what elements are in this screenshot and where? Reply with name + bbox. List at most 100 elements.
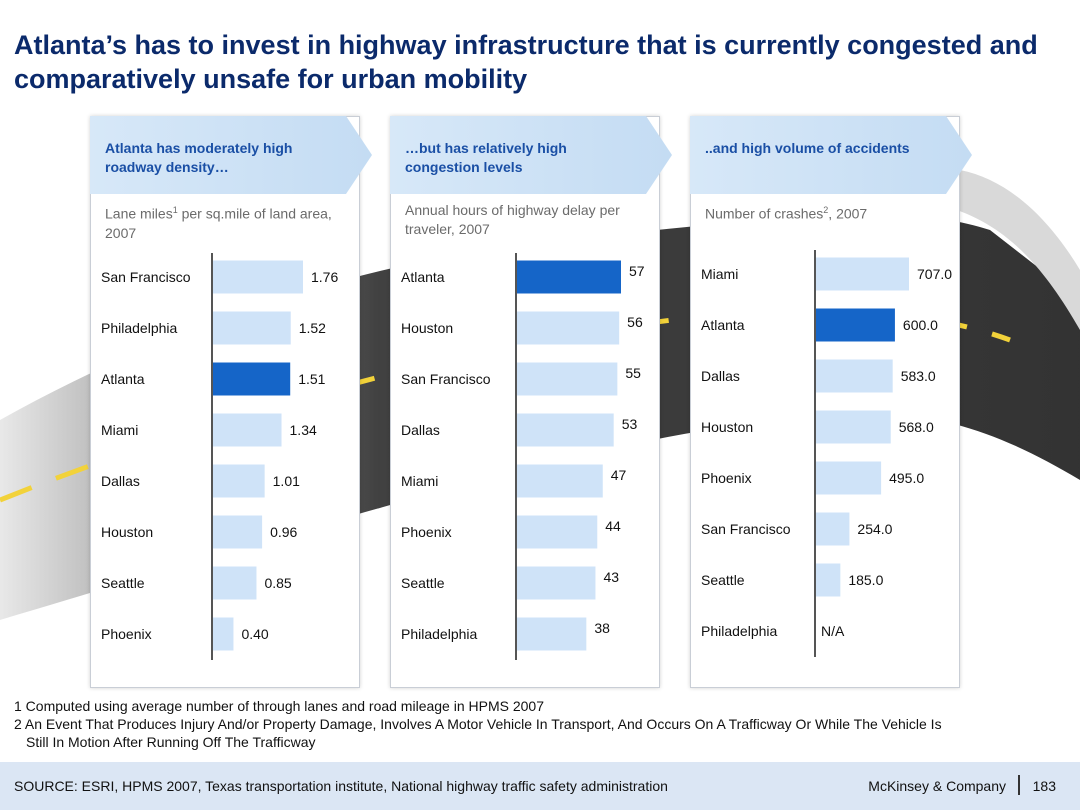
- panel-roadway-density: Atlanta has moderately high roadway dens…: [90, 116, 372, 688]
- category-label: Houston: [401, 320, 453, 336]
- category-label: San Francisco: [701, 521, 791, 537]
- value-label: 56: [627, 314, 643, 330]
- value-label: 707.0: [917, 266, 952, 282]
- subtitle-text: Number of crashes: [705, 205, 824, 222]
- subtitle-text: Lane miles: [105, 205, 173, 222]
- panel-subtitle: Number of crashes2, 2007: [705, 201, 945, 224]
- value-label: 38: [594, 620, 610, 636]
- footnote-2-continued: Still In Motion After Running Off The Tr…: [26, 734, 316, 750]
- category-label: Phoenix: [101, 626, 152, 642]
- category-label: Phoenix: [401, 524, 452, 540]
- value-label: 185.0: [848, 572, 883, 588]
- category-label: Seattle: [701, 572, 745, 588]
- category-label: Seattle: [101, 575, 145, 591]
- bar-chart-highway-delay: Atlanta 57 Houston 56 San Francisco 55 Dallas 5…: [401, 253, 645, 660]
- value-label: N/A: [821, 623, 845, 639]
- bar: [213, 566, 257, 600]
- value-label: 43: [603, 569, 619, 585]
- panel-header: [390, 116, 672, 194]
- bar: [213, 362, 291, 396]
- category-label: San Francisco: [101, 269, 191, 285]
- bar: [213, 515, 263, 549]
- bar: [213, 617, 234, 651]
- bar: [816, 410, 891, 444]
- subtitle-text-rest: , 2007: [828, 205, 868, 222]
- source-text: SOURCE: ESRI, HPMS 2007, Texas transport…: [14, 778, 668, 794]
- category-label: Philadelphia: [101, 320, 177, 336]
- value-label: 47: [611, 467, 627, 483]
- value-label: 254.0: [857, 521, 892, 537]
- value-label: 1.52: [299, 320, 326, 336]
- bar: [816, 308, 895, 342]
- value-label: 57: [629, 263, 645, 279]
- bar: [213, 311, 291, 345]
- panel-header-text: Atlanta has moderately high roadway dens…: [105, 140, 293, 175]
- value-label: 55: [625, 365, 641, 381]
- category-label: Dallas: [101, 473, 140, 489]
- category-label: Miami: [101, 422, 138, 438]
- category-label: Houston: [701, 419, 753, 435]
- value-label: 44: [605, 518, 621, 534]
- category-label: Atlanta: [401, 269, 445, 285]
- panel-subtitle: Lane miles1 per sq.mile of land area, 20…: [105, 201, 345, 243]
- subtitle-footnote-ref: 1: [172, 205, 178, 215]
- footnote-1: 1 Computed using average number of throu…: [14, 698, 544, 714]
- source-bar: SOURCE: ESRI, HPMS 2007, Texas transport…: [0, 762, 1080, 810]
- value-label: 1.34: [290, 422, 317, 438]
- value-label: 600.0: [903, 317, 938, 333]
- page-number: 183: [1032, 778, 1056, 794]
- category-label: Houston: [101, 524, 153, 540]
- value-label: 53: [622, 416, 638, 432]
- category-label: San Francisco: [401, 371, 491, 387]
- bar: [213, 464, 265, 498]
- bar: [517, 362, 618, 396]
- panel-header: [690, 116, 972, 194]
- bar: [517, 464, 603, 498]
- bar: [517, 413, 614, 447]
- bar: [517, 515, 598, 549]
- bar: [517, 617, 587, 651]
- value-label: 0.96: [270, 524, 297, 540]
- bar: [517, 260, 621, 294]
- bar: [517, 566, 596, 600]
- value-label: 583.0: [901, 368, 936, 384]
- bar: [213, 260, 303, 294]
- category-label: Dallas: [401, 422, 440, 438]
- value-label: 0.40: [241, 626, 268, 642]
- subtitle-text: Annual hours of highway delay per travel…: [405, 202, 620, 237]
- category-label: Miami: [701, 266, 738, 282]
- panel-accidents: ..and high volume of accidents Number of…: [690, 116, 972, 688]
- bar-chart-lane-miles: San Francisco 1.76 Philadelphia 1.52 Atlanta…: [101, 253, 338, 660]
- bar: [816, 257, 909, 291]
- bar: [816, 461, 882, 495]
- panel-header: [90, 116, 372, 194]
- category-label: Phoenix: [701, 470, 752, 486]
- subtitle-text-rest: per sq.mile of land area, 2007: [105, 205, 332, 241]
- separator: [1018, 775, 1020, 795]
- value-label: 568.0: [899, 419, 934, 435]
- footnotes: 1 Computed using average number of throu…: [14, 697, 1064, 751]
- company-name: McKinsey & Company: [868, 778, 1006, 794]
- category-label: Philadelphia: [701, 623, 777, 639]
- value-label: 1.01: [273, 473, 300, 489]
- panel-subtitle: Annual hours of highway delay per travel…: [405, 201, 645, 239]
- category-label: Miami: [401, 473, 438, 489]
- bar: [213, 413, 282, 447]
- bar: [517, 311, 620, 345]
- bar: [816, 359, 893, 393]
- value-label: 0.85: [264, 575, 291, 591]
- value-label: 1.51: [298, 371, 325, 387]
- panel-header-text: ..and high volume of accidents: [705, 140, 910, 156]
- bar-chart-crashes: Miami 707.0 Atlanta 600.0 Dallas 583.0 Houston…: [701, 250, 952, 657]
- value-label: 1.76: [311, 269, 338, 285]
- category-label: Atlanta: [101, 371, 145, 387]
- category-label: Atlanta: [701, 317, 745, 333]
- category-label: Seattle: [401, 575, 445, 591]
- bar: [816, 563, 841, 597]
- category-label: Philadelphia: [401, 626, 477, 642]
- page-title: Atlanta’s has to invest in highway infra…: [14, 30, 1038, 94]
- footnote-2: 2 An Event That Produces Injury And/or P…: [14, 716, 942, 732]
- subtitle-footnote-ref: 2: [823, 205, 829, 215]
- bar: [816, 512, 850, 546]
- panel-header-text: …but has relatively high congestion leve…: [405, 140, 567, 175]
